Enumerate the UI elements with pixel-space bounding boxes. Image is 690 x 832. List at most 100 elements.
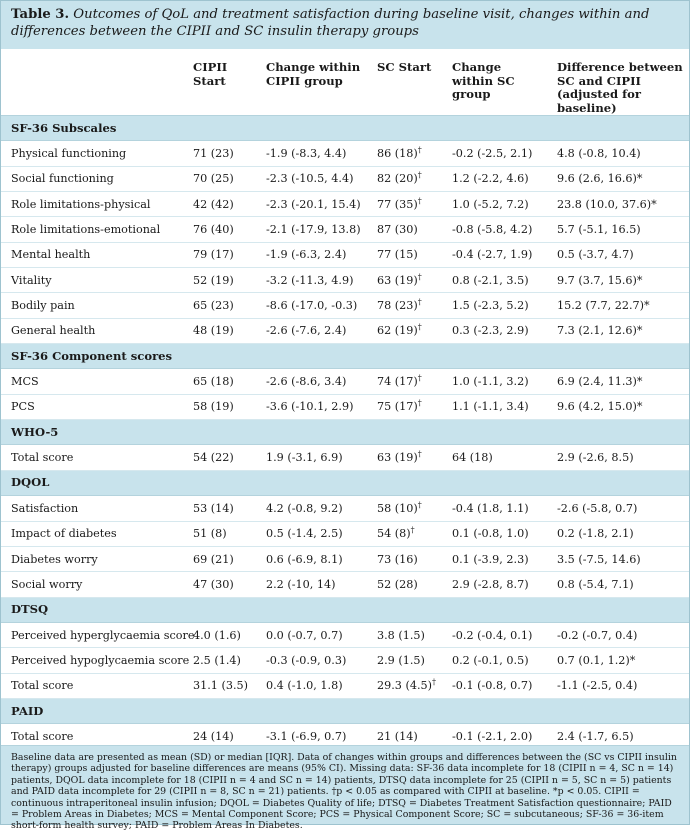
row-label: Total score (1, 673, 187, 699)
table-row: Role limitations-emotional 76 (40) -2.1 (-… (1, 216, 689, 243)
cell-sc-change: 0.2 (-0.1, 0.5) (446, 647, 551, 674)
cell-sc-start: 73 (16) (371, 546, 446, 573)
table-row: Total score 54 (22) 1.9 (-3.1, 6.9) 63 (19)… (1, 444, 689, 471)
cell-sc-change-value: -0.4 (-2.7, 1.9) (452, 248, 533, 262)
cell-sc-change: -0.2 (-2.5, 2.1) (446, 140, 551, 167)
header-label (1, 49, 187, 116)
cell-sc-start: 62 (19)† (371, 318, 446, 345)
section-row: PAID (1, 698, 689, 725)
cell-difference: 2.9 (-2.6, 8.5) (551, 444, 689, 471)
cell-cipii-change: -3.6 (-10.1, 2.9) (260, 394, 371, 421)
row-label: Impact of diabetes (1, 521, 187, 547)
cell-difference-value: 2.9 (-2.6, 8.5) (557, 451, 634, 465)
cell-sc-change: 1.0 (-1.1, 3.2) (446, 368, 551, 395)
cell-difference-value: 23.8 (10.0, 37.6)* (557, 197, 657, 211)
row-label-value: Impact of diabetes (11, 527, 117, 541)
row-label-value: Physical functioning (11, 147, 127, 161)
cell-cipii-change-value: -2.1 (-17.9, 13.8) (266, 223, 361, 237)
row-label: PCS (1, 394, 187, 421)
cell-sc-change: 64 (18) (446, 444, 551, 471)
cell-cipii-start: 69 (21) (187, 546, 260, 573)
cell-sc-change-value: 64 (18) (452, 451, 493, 465)
row-label-value: Mental health (11, 248, 91, 262)
cell-sc-start: 58 (10)† (371, 495, 446, 522)
table-row: Total score 31.1 (3.5) 0.4 (-1.0, 1.8) 29.3… (1, 673, 689, 699)
table-row: Social worry 47 (30) 2.2 (-10, 14) 52 (28) 2… (1, 571, 689, 598)
cell-difference: 0.2 (-1.8, 2.1) (551, 521, 689, 547)
cell-difference-value: 2.4 (-1.7, 6.5) (557, 729, 634, 743)
section-title: DQOL (1, 470, 689, 497)
row-label: Social functioning (1, 166, 187, 193)
dagger-mark: † (417, 322, 422, 332)
row-label: Social worry (1, 571, 187, 598)
cell-sc-start: 29.3 (4.5)† (371, 673, 446, 699)
header-sc-start: SC Start (371, 49, 446, 116)
cell-cipii-change-value: 1.9 (-3.1, 6.9) (266, 451, 343, 465)
row-label-value: PCS (11, 400, 35, 414)
cell-sc-start-value: 3.8 (1.5) (377, 628, 425, 642)
cell-cipii-start: 48 (19) (187, 318, 260, 345)
cell-cipii-start-value: 76 (40) (193, 223, 234, 237)
cell-cipii-change: -2.3 (-10.5, 4.4) (260, 166, 371, 193)
table-row: Perceived hyperglycaemia score 4.0 (1.6) 0… (1, 622, 689, 649)
row-label-value: Role limitations-emotional (11, 223, 161, 237)
cell-difference: 7.3 (2.1, 12.6)* (551, 318, 689, 345)
cell-cipii-start-value: 48 (19) (193, 324, 234, 338)
cell-cipii-start: 51 (8) (187, 521, 260, 547)
row-label-value: Vitality (11, 273, 52, 287)
cell-cipii-start-value: 47 (30) (193, 577, 234, 591)
cell-cipii-start: 47 (30) (187, 571, 260, 598)
dagger-mark: † (417, 272, 422, 281)
cell-cipii-start-value: 4.0 (1.6) (193, 628, 241, 642)
cell-cipii-start-value: 65 (23) (193, 299, 234, 313)
cell-sc-change-value: 1.0 (-1.1, 3.2) (452, 375, 529, 389)
header-row: CIPII Start Change within CIPII group SC… (1, 49, 689, 116)
cell-sc-start: 2.9 (1.5) (371, 647, 446, 674)
dagger-mark: † (417, 170, 422, 180)
cell-cipii-change-value: 0.6 (-6.9, 8.1) (266, 552, 343, 566)
row-label: Physical functioning (1, 140, 187, 167)
cell-sc-change-value: -0.4 (1.8, 1.1) (452, 501, 529, 515)
cell-sc-change: -0.4 (1.8, 1.1) (446, 495, 551, 522)
cell-cipii-start: 76 (40) (187, 216, 260, 243)
table-row: Vitality 52 (19) -3.2 (-11.3, 4.9) 63 (19)†… (1, 267, 689, 294)
cell-difference: 15.2 (7.7, 22.7)* (551, 292, 689, 319)
cell-cipii-change: 1.9 (-3.1, 6.9) (260, 444, 371, 471)
cell-difference-value: 9.6 (2.6, 16.6)* (557, 172, 643, 186)
cell-sc-start: 3.8 (1.5) (371, 622, 446, 649)
row-label: Perceived hypoglycaemia score (1, 647, 189, 674)
cell-cipii-change: -0.3 (-0.9, 0.3) (260, 647, 371, 674)
cell-sc-start-value: 2.9 (1.5) (377, 653, 425, 667)
cell-sc-change: -0.4 (-2.7, 1.9) (446, 242, 551, 269)
section-title: PAID (1, 698, 689, 725)
cell-sc-start-value: 54 (8) (377, 527, 411, 541)
cell-cipii-change: 0.5 (-1.4, 2.5) (260, 521, 371, 547)
cell-sc-change: 0.3 (-2.3, 2.9) (446, 318, 551, 345)
cell-difference-value: 15.2 (7.7, 22.7)* (557, 299, 650, 313)
cell-sc-start: 78 (23)† (371, 292, 446, 319)
cell-cipii-change-value: 0.0 (-0.7, 0.7) (266, 628, 343, 642)
cell-sc-start-value: 52 (28) (377, 577, 418, 591)
cell-difference: 3.5 (-7.5, 14.6) (551, 546, 689, 573)
cell-sc-change: 1.5 (-2.3, 5.2) (446, 292, 551, 319)
cell-cipii-start-value: 52 (19) (193, 273, 234, 287)
row-label-value: Social worry (11, 577, 83, 591)
cell-sc-change: 0.1 (-0.8, 1.0) (446, 521, 551, 547)
section-title: SF-36 Component scores (1, 343, 689, 370)
cell-difference: 0.7 (0.1, 1.2)* (551, 647, 689, 674)
cell-cipii-change-value: -0.3 (-0.9, 0.3) (266, 653, 347, 667)
cell-sc-change: 0.8 (-2.1, 3.5) (446, 267, 551, 294)
section-title: SF-36 Subscales (1, 115, 689, 142)
dagger-mark: † (417, 195, 422, 205)
cell-sc-start-value: 63 (19) (377, 451, 418, 465)
cell-sc-change-value: 1.0 (-5.2, 7.2) (452, 197, 529, 211)
cell-cipii-start: 70 (25) (187, 166, 260, 193)
cell-cipii-change-value: -2.6 (-8.6, 3.4) (266, 375, 347, 389)
cell-cipii-start-value: 69 (21) (193, 552, 234, 566)
cell-sc-start-value: 87 (30) (377, 223, 418, 237)
table-caption: Table 3. Outcomes of QoL and treatment s… (1, 1, 689, 49)
cell-cipii-start-value: 79 (17) (193, 248, 234, 262)
header-difference: Difference between SC and CIPII (adjuste… (551, 49, 689, 116)
cell-cipii-start: 52 (19) (187, 267, 260, 294)
